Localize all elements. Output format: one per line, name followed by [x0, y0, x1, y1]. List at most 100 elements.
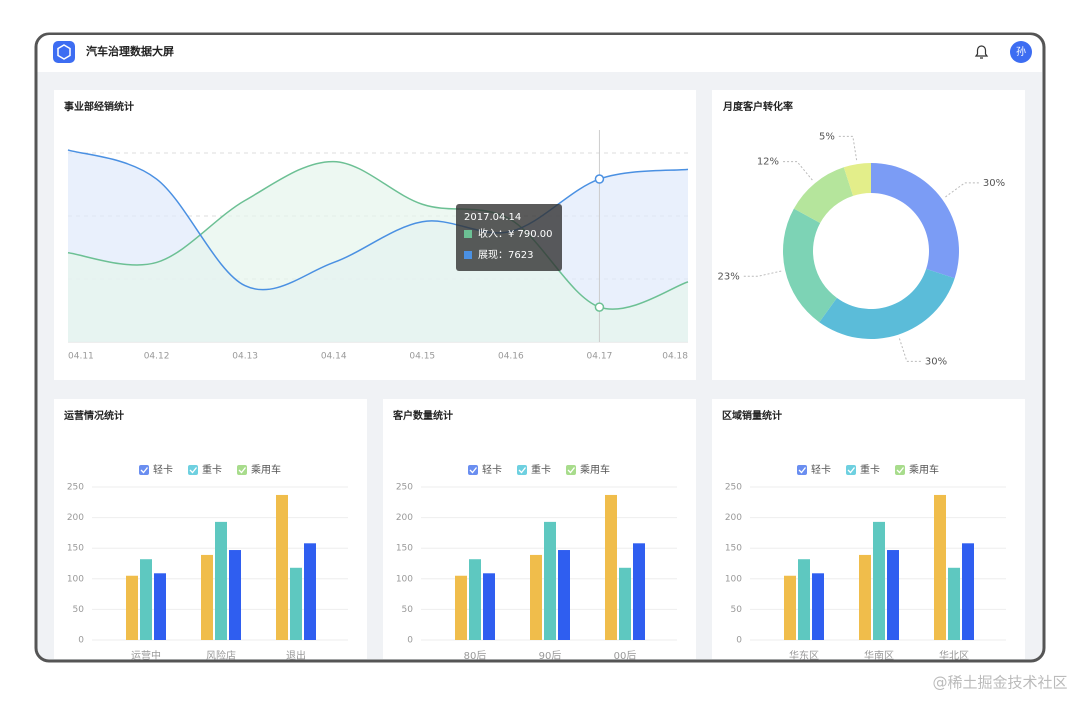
legend-check: [798, 467, 807, 474]
y-tick-label: 200: [67, 513, 84, 523]
y-tick-label: 0: [78, 636, 84, 646]
avatar[interactable]: [1010, 41, 1032, 63]
tooltip-date: 2017.04.14: [464, 212, 521, 223]
y-tick-label: 100: [725, 574, 742, 584]
x-tick-label: 退出: [286, 649, 306, 662]
x-tick-label: 华东区: [789, 649, 819, 662]
legend-check: [567, 467, 576, 474]
legend-checkbox[interactable]: [237, 465, 247, 475]
legend-checkbox[interactable]: [517, 465, 527, 475]
app-title: 汽车治理数据大屏: [86, 44, 174, 58]
tooltip-value: ¥ 790.00: [508, 229, 553, 240]
bar: [605, 494, 617, 640]
donut-slice: [793, 167, 854, 224]
x-tick-label: 运营中: [131, 649, 161, 662]
watermark: @稀土掘金技术社区: [932, 674, 1067, 692]
panel-title: 区域销量统计: [722, 409, 782, 422]
legend-checkbox[interactable]: [188, 465, 198, 475]
bar: [290, 567, 302, 640]
legend-checkbox[interactable]: [797, 465, 807, 475]
x-tick-label: 华北区: [939, 649, 969, 662]
top-bar: [37, 35, 1042, 72]
legend-checkbox[interactable]: [468, 465, 478, 475]
logo-icon: [57, 44, 71, 60]
legend-label: 重卡: [202, 463, 222, 476]
data-label: 12%: [757, 157, 779, 168]
legend-check: [469, 467, 478, 474]
bar: [887, 550, 899, 640]
y-tick-label: 0: [736, 636, 742, 646]
panel-title: 客户数量统计: [392, 409, 453, 422]
legend-label: 乘用车: [580, 463, 610, 476]
bar: [276, 494, 288, 640]
line: [67, 160, 689, 310]
x-tick-label: 04.11: [68, 352, 94, 362]
y-tick-label: 50: [73, 605, 85, 615]
leader-line: [783, 161, 813, 181]
x-tick-label: 04.12: [144, 352, 170, 362]
tooltip-value: 7623: [508, 250, 533, 261]
bar: [126, 575, 138, 640]
x-tick-label: 华南区: [864, 649, 894, 662]
donut-slice: [819, 268, 955, 340]
leader-line: [945, 182, 979, 198]
tooltip-swatch: [464, 251, 472, 259]
legend-check: [238, 467, 247, 474]
y-tick-label: 100: [67, 574, 84, 584]
x-tick-label: 风险店: [206, 649, 236, 662]
legend-label: 乘用车: [909, 463, 939, 476]
x-tick-label: 04.18: [662, 352, 688, 362]
y-tick-label: 250: [396, 483, 413, 493]
y-tick-label: 250: [67, 483, 84, 493]
legend-check: [140, 467, 149, 474]
bar: [544, 521, 556, 640]
legend-check: [518, 467, 527, 474]
legend-label: 轻卡: [153, 463, 173, 476]
y-tick-label: 50: [402, 605, 414, 615]
x-tick-label: 00后: [614, 650, 637, 662]
legend-check: [847, 467, 856, 474]
panel-title: 事业部经销统计: [64, 100, 134, 113]
bar: [633, 543, 645, 640]
panel-title: 运营情况统计: [64, 409, 124, 422]
legend-check: [896, 467, 905, 474]
leader-line: [838, 135, 858, 161]
bar: [784, 575, 796, 640]
bar: [962, 543, 974, 640]
legend-label: 重卡: [860, 463, 880, 476]
x-tick-label: 04.16: [498, 352, 524, 362]
bar: [304, 543, 316, 640]
y-tick-label: 200: [396, 513, 413, 523]
bar: [948, 567, 960, 640]
line: [67, 149, 689, 291]
leader-line: [743, 270, 782, 277]
logo: [53, 41, 75, 63]
bar: [201, 554, 213, 640]
tooltip: [456, 204, 562, 271]
legend-checkbox[interactable]: [895, 465, 905, 475]
bar: [798, 559, 810, 640]
y-tick-label: 0: [407, 636, 413, 646]
y-tick-label: 150: [725, 544, 742, 554]
y-tick-label: 250: [725, 483, 742, 493]
bar: [215, 521, 227, 640]
data-label: 5%: [819, 131, 835, 142]
legend-label: 轻卡: [811, 463, 831, 476]
x-tick-label: 04.14: [321, 352, 347, 362]
y-tick-label: 150: [67, 544, 84, 554]
area: [68, 161, 688, 342]
x-tick-label: 80后: [464, 650, 487, 662]
legend-checkbox[interactable]: [846, 465, 856, 475]
legend-check: [189, 467, 198, 474]
bar: [859, 554, 871, 640]
bar: [140, 559, 152, 640]
bell-icon[interactable]: [974, 45, 989, 59]
panel-title: 月度客户转化率: [722, 100, 793, 113]
bar: [469, 559, 481, 640]
bar: [154, 573, 166, 640]
x-tick-label: 04.13: [232, 352, 258, 362]
x-tick-label: 04.17: [587, 352, 613, 362]
legend-checkbox[interactable]: [566, 465, 576, 475]
legend-checkbox[interactable]: [139, 465, 149, 475]
hover-point: [594, 302, 605, 312]
